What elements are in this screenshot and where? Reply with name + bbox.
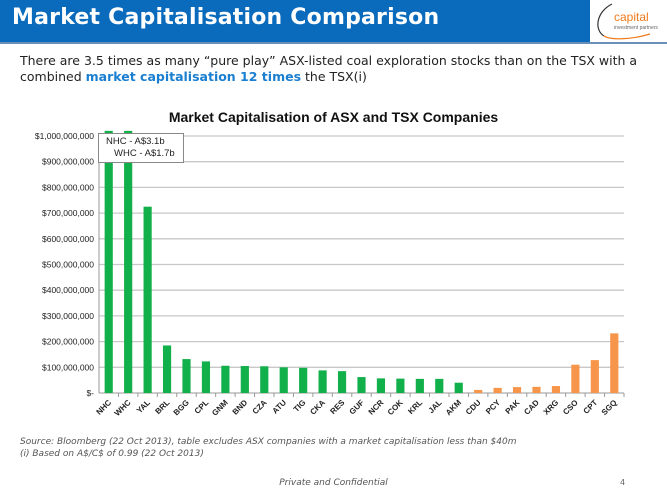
y-tick-label: $700,000,000 — [42, 208, 94, 218]
y-tick-label: $200,000,000 — [42, 337, 94, 347]
chart-callout: NHC - A$3.1b WHC - A$1.7b — [98, 133, 184, 163]
x-tick-label: ATU — [271, 398, 289, 416]
x-tick-label: XRG — [542, 398, 561, 417]
x-tick-label: PAK — [504, 398, 522, 416]
bar-xrg — [551, 386, 561, 393]
intro-text: There are 3.5 times as many “pure play” … — [20, 53, 638, 84]
x-tick-label: KRL — [406, 398, 424, 416]
confidential-label: Private and Confidential — [279, 478, 388, 488]
intro-paragraph: There are 3.5 times as many “pure play” … — [20, 53, 660, 85]
x-tick-label: CSO — [561, 398, 580, 417]
x-tick-label: BRL — [153, 398, 171, 416]
x-tick-label: WHC — [113, 398, 133, 418]
bar-bnd — [240, 366, 249, 393]
x-tick-label: GUF — [348, 398, 366, 416]
y-tick-label: $1,000,000,000 — [35, 131, 94, 141]
bar-cad — [532, 386, 541, 393]
x-tick-label: BGG — [172, 398, 191, 417]
y-tick-label: $600,000,000 — [42, 234, 94, 244]
slide-title: Market Capitalisation Comparison — [12, 5, 440, 30]
callout-nhc: NHC - A$3.1b — [106, 136, 165, 147]
x-tick-label: BND — [231, 398, 250, 417]
footnotes: Source: Bloomberg (22 Oct 2013), table e… — [20, 436, 517, 460]
bar-cpl — [201, 361, 211, 393]
intro-text-end: the TSX(i) — [301, 69, 367, 84]
intro-highlight: market capitalisation 12 times — [85, 69, 302, 84]
x-tick-label: CDU — [464, 398, 483, 417]
logo-swoosh-icon: capital investment partners — [597, 3, 658, 40]
x-tick-label: SGQ — [600, 398, 619, 417]
fx-note: (i) Based on A$/C$ of 0.99 (22 Oct 2013) — [20, 449, 204, 459]
bar-krl — [415, 378, 424, 393]
bar-guf — [357, 377, 366, 393]
x-tick-label: CZA — [251, 398, 269, 416]
page-number: 4 — [620, 478, 626, 487]
x-tick-label: CPT — [582, 398, 600, 416]
y-tick-label: $100,000,000 — [42, 362, 94, 372]
chart-title: Market Capitalisation of ASX and TSX Com… — [168, 109, 499, 125]
company-logo: capital investment partners — [590, 0, 667, 42]
x-tick-label: RES — [328, 398, 346, 416]
bar-cdu — [474, 389, 483, 393]
x-tick-label: NCR — [367, 398, 386, 417]
bar-res — [337, 371, 347, 393]
chart-svg: $- $100,000,000 $200,000,000 $300,000,000 $4… — [35, 130, 625, 418]
logo-text: capital — [614, 10, 649, 24]
callout-whc: WHC - A$1.7b — [114, 148, 175, 159]
bar-bgg — [182, 359, 191, 393]
x-tick-label: CAD — [522, 398, 541, 417]
bar-nhc — [104, 130, 113, 394]
bar-cka — [318, 370, 327, 393]
bar-pcy — [493, 387, 502, 393]
y-tick-label: $800,000,000 — [42, 182, 94, 192]
logo-subtext: investment partners — [614, 25, 658, 31]
y-tick-label: $900,000,000 — [42, 157, 94, 167]
y-tick-label: $400,000,000 — [42, 285, 94, 295]
bar-akm — [454, 382, 463, 393]
source-note: Source: Bloomberg (22 Oct 2013), table e… — [20, 437, 517, 447]
bar-whc — [124, 130, 133, 394]
x-tick-label: JAL — [427, 398, 444, 415]
bar-tig — [299, 367, 308, 393]
bar-ncr — [376, 378, 386, 393]
x-tick-label: AKM — [444, 398, 463, 417]
market-cap-chart: Market Capitalisation of ASX and TSX Com… — [0, 100, 667, 430]
bar-jal — [435, 378, 444, 393]
bar-cza — [260, 366, 269, 393]
bar-pak — [512, 387, 522, 393]
y-tick-label: $300,000,000 — [42, 311, 94, 321]
bar-brl — [162, 345, 172, 393]
bar-cok — [396, 378, 405, 393]
x-tick-label: TIG — [292, 398, 308, 414]
y-tick-label: $500,000,000 — [42, 260, 94, 270]
x-tick-label: COK — [386, 398, 405, 417]
bar-cso — [571, 364, 580, 393]
bar-cpt — [590, 360, 599, 393]
x-tick-label: CKA — [308, 398, 327, 417]
bar-atu — [279, 367, 288, 393]
x-tick-label: PCY — [484, 398, 502, 416]
x-tick-label: NHC — [95, 398, 114, 417]
x-tick-label: CPL — [193, 398, 211, 416]
y-tick-label: $- — [86, 388, 94, 398]
x-tick-label: YAL — [135, 398, 152, 415]
slide-header: Market Capitalisation Comparison capital… — [0, 0, 667, 44]
bar-gnm — [221, 365, 230, 393]
x-tick-label: GNM — [210, 398, 230, 418]
bar-sgq — [610, 333, 619, 393]
bar-yal — [143, 206, 152, 393]
